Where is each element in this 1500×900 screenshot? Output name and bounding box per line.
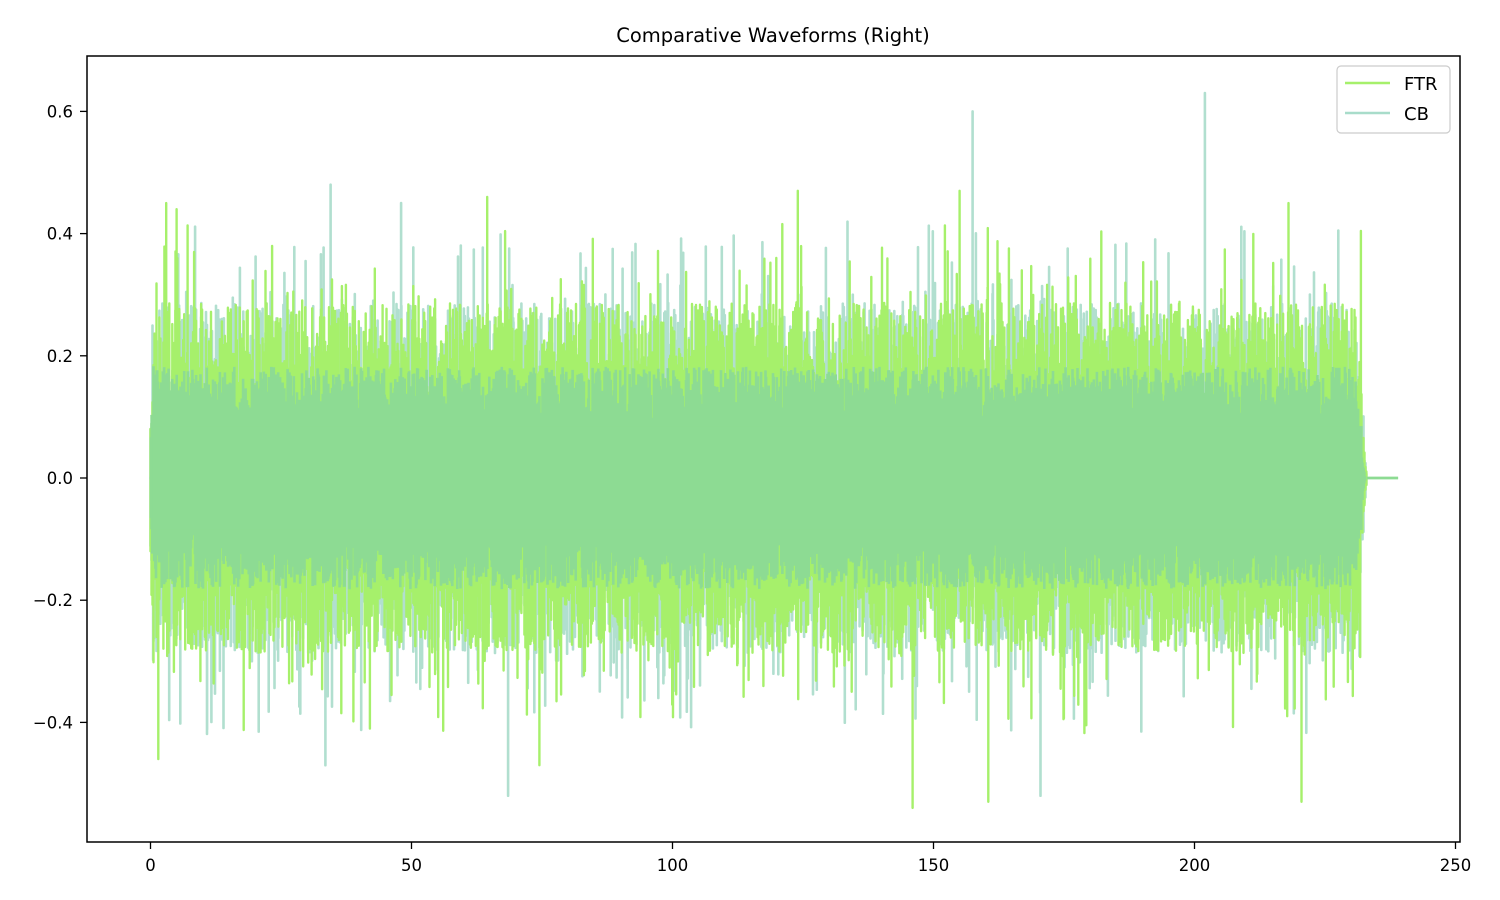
y-tick-label: 0.2	[47, 347, 73, 366]
x-tick-label: 250	[1440, 856, 1472, 875]
y-tick-label: −0.4	[33, 713, 73, 732]
x-tick-label: 0	[145, 856, 156, 875]
x-tick-label: 150	[918, 856, 950, 875]
x-tick-label: 50	[401, 856, 422, 875]
x-tick-label: 200	[1179, 856, 1211, 875]
plot-area	[149, 91, 1399, 810]
y-tick-label: −0.2	[33, 591, 73, 610]
legend-label-ftr: FTR	[1404, 74, 1438, 95]
x-axis: 0 50 100 150 200 250	[145, 842, 1471, 875]
series-overlap-body	[149, 366, 1367, 590]
legend-label-cb: CB	[1404, 104, 1429, 125]
waveform-core	[152, 426, 1363, 530]
x-tick-label: 100	[657, 856, 689, 875]
legend: FTR CB	[1336, 65, 1451, 134]
axes-frame	[86, 55, 1461, 843]
legend-item-ftr: FTR	[1345, 74, 1438, 95]
y-tick-label: 0.4	[47, 225, 73, 244]
y-tick-label: 0.6	[47, 102, 73, 121]
legend-item-cb: CB	[1345, 104, 1429, 125]
y-tick-label: 0.0	[47, 469, 73, 488]
chart-title: Comparative Waveforms (Right)	[616, 24, 930, 47]
y-axis: −0.4 −0.2 0.0 0.2 0.4 0.6	[33, 102, 87, 732]
